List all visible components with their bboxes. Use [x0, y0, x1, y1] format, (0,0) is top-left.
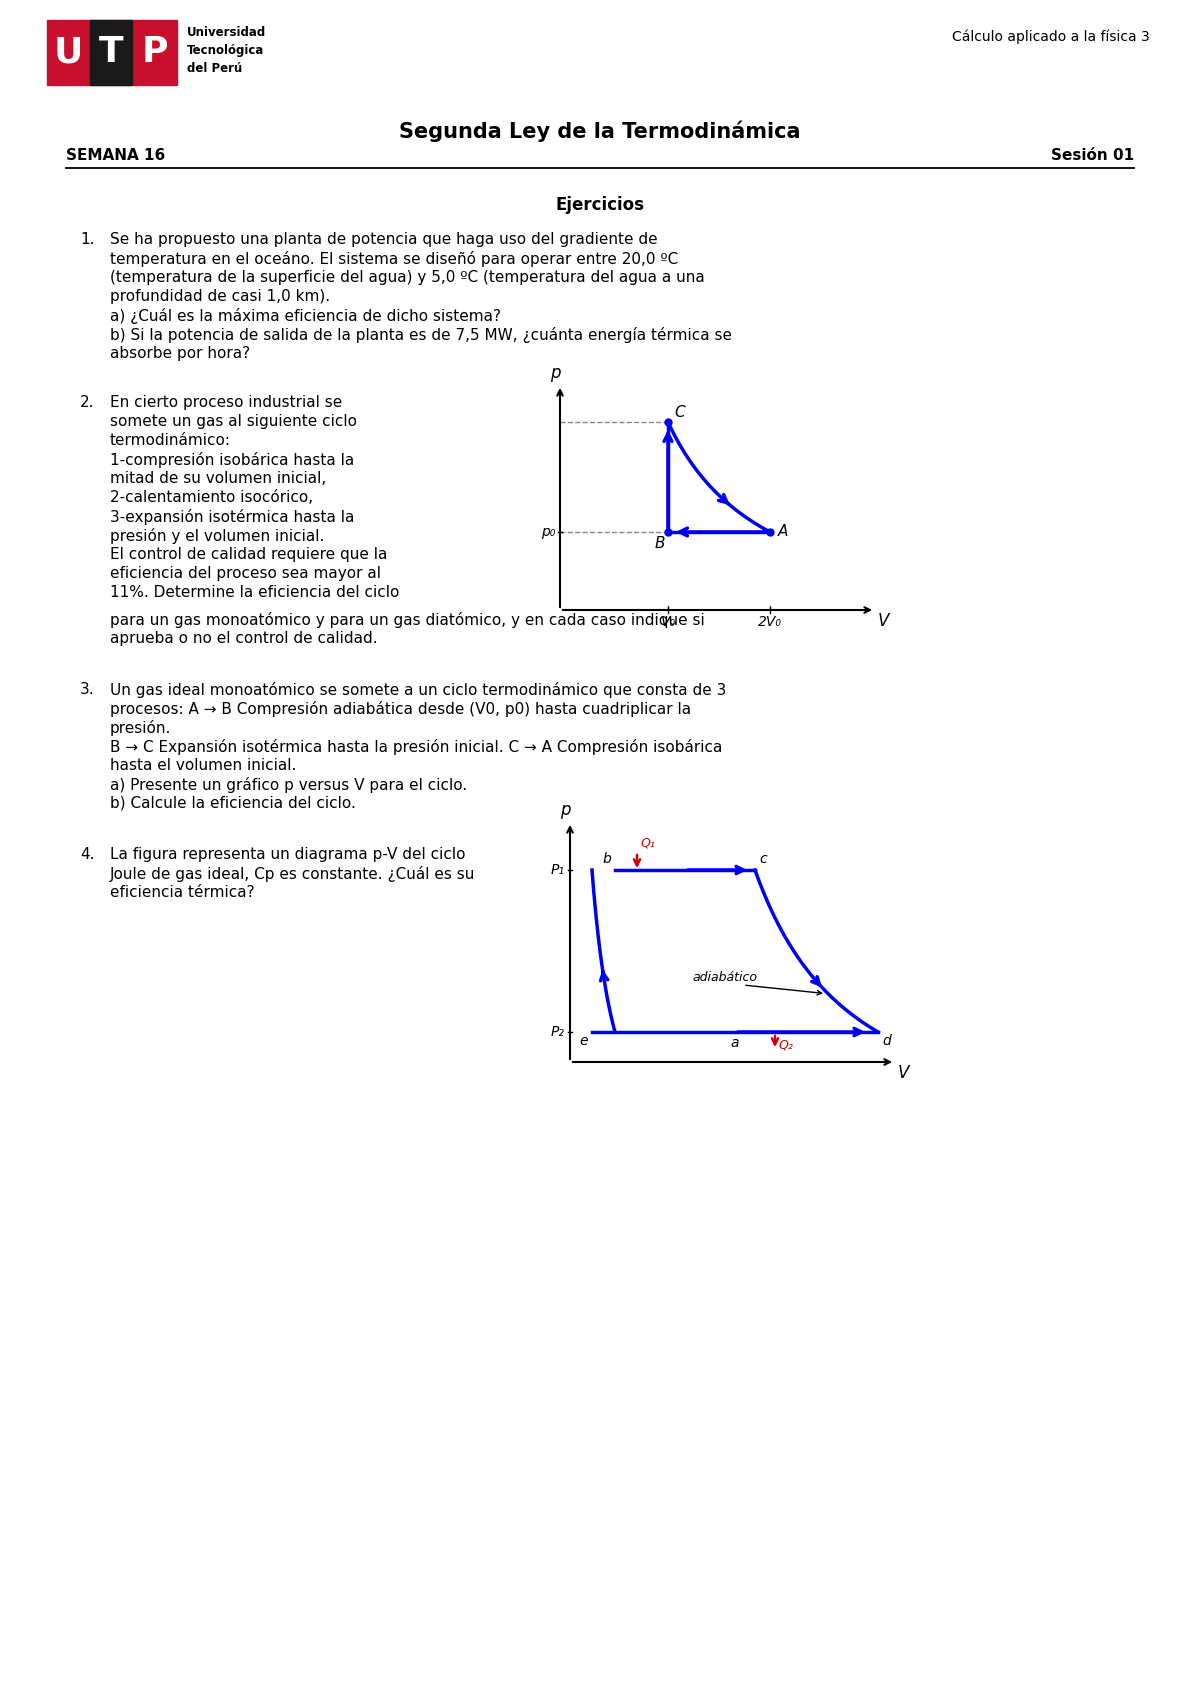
Text: V: V — [898, 1064, 910, 1083]
Text: El control de calidad requiere que la: El control de calidad requiere que la — [110, 546, 388, 562]
Text: T: T — [98, 36, 124, 70]
Text: para un gas monoatómico y para un gas diatómico, y en cada caso indique si: para un gas monoatómico y para un gas di… — [110, 613, 704, 628]
Text: Un gas ideal monoatómico se somete a un ciclo termodinámico que consta de 3: Un gas ideal monoatómico se somete a un … — [110, 682, 726, 697]
Text: p: p — [550, 363, 560, 382]
Text: V₀: V₀ — [660, 614, 676, 630]
Text: Sesión 01: Sesión 01 — [1051, 148, 1134, 163]
Bar — [47, 20, 178, 85]
Text: Ejercicios: Ejercicios — [556, 195, 644, 214]
Text: termodinámico:: termodinámico: — [110, 433, 230, 448]
Text: A: A — [778, 524, 788, 540]
Text: absorbe por hora?: absorbe por hora? — [110, 346, 250, 361]
Text: Q₂: Q₂ — [778, 1039, 793, 1050]
Text: 2.: 2. — [80, 395, 95, 411]
Text: P₂: P₂ — [551, 1025, 565, 1039]
Text: eficiencia del proceso sea mayor al: eficiencia del proceso sea mayor al — [110, 567, 382, 580]
Text: Q₁: Q₁ — [640, 837, 655, 850]
Text: 2-calentamiento isocórico,: 2-calentamiento isocórico, — [110, 490, 313, 506]
Text: a) ¿Cuál es la máxima eficiencia de dicho sistema?: a) ¿Cuál es la máxima eficiencia de dich… — [110, 307, 502, 324]
Text: Segunda Ley de la Termodinámica: Segunda Ley de la Termodinámica — [400, 120, 800, 141]
Text: presión y el volumen inicial.: presión y el volumen inicial. — [110, 528, 324, 545]
Text: c: c — [760, 852, 767, 865]
Text: adiabático: adiabático — [692, 971, 757, 984]
Text: b) Si la potencia de salida de la planta es de 7,5 MW, ¿cuánta energía térmica s: b) Si la potencia de salida de la planta… — [110, 328, 732, 343]
Text: U: U — [53, 36, 83, 70]
Text: d: d — [882, 1033, 890, 1049]
Text: e: e — [580, 1033, 588, 1049]
Text: Joule de gas ideal, Cp es constante. ¿Cuál es su: Joule de gas ideal, Cp es constante. ¿Cu… — [110, 865, 475, 882]
Text: del Perú: del Perú — [187, 63, 242, 75]
Text: 3.: 3. — [80, 682, 95, 697]
Text: Se ha propuesto una planta de potencia que haga uso del gradiente de: Se ha propuesto una planta de potencia q… — [110, 232, 658, 248]
Text: procesos: A → B Compresión adiabática desde (V0, p0) hasta cuadriplicar la: procesos: A → B Compresión adiabática de… — [110, 701, 691, 718]
Text: C: C — [674, 406, 685, 419]
Text: SEMANA 16: SEMANA 16 — [66, 148, 166, 163]
Text: temperatura en el oceáno. El sistema se diseñó para operar entre 20,0 ºC: temperatura en el oceáno. El sistema se … — [110, 251, 678, 266]
Text: profundidad de casi 1,0 km).: profundidad de casi 1,0 km). — [110, 288, 330, 304]
Text: mitad de su volumen inicial,: mitad de su volumen inicial, — [110, 472, 326, 485]
Text: Universidad: Universidad — [187, 25, 266, 39]
Text: aprueba o no el control de calidad.: aprueba o no el control de calidad. — [110, 631, 378, 647]
Text: Tecnológica: Tecnológica — [187, 44, 264, 58]
Bar — [90, 20, 132, 85]
Text: eficiencia térmica?: eficiencia térmica? — [110, 886, 254, 899]
Text: 3-expansión isotérmica hasta la: 3-expansión isotérmica hasta la — [110, 509, 354, 524]
Text: b: b — [602, 852, 611, 865]
Text: (temperatura de la superficie del agua) y 5,0 ºC (temperatura del agua a una: (temperatura de la superficie del agua) … — [110, 270, 704, 285]
Text: hasta el volumen inicial.: hasta el volumen inicial. — [110, 759, 296, 774]
Text: B → C Expansión isotérmica hasta la presión inicial. C → A Compresión isobárica: B → C Expansión isotérmica hasta la pres… — [110, 738, 722, 755]
Text: a: a — [731, 1035, 739, 1050]
Text: 2V₀: 2V₀ — [758, 614, 782, 630]
Text: p: p — [559, 801, 570, 820]
Text: a) Presente un gráfico p versus V para el ciclo.: a) Presente un gráfico p versus V para e… — [110, 777, 467, 792]
Text: 11%. Determine la eficiencia del ciclo: 11%. Determine la eficiencia del ciclo — [110, 585, 400, 601]
Text: En cierto proceso industrial se: En cierto proceso industrial se — [110, 395, 342, 411]
Text: Cálculo aplicado a la física 3: Cálculo aplicado a la física 3 — [953, 31, 1150, 44]
Text: 1-compresión isobárica hasta la: 1-compresión isobárica hasta la — [110, 451, 354, 468]
Text: P: P — [142, 36, 168, 70]
Text: La figura representa un diagrama p-V del ciclo: La figura representa un diagrama p-V del… — [110, 847, 466, 862]
Text: presión.: presión. — [110, 720, 172, 736]
Text: P₁: P₁ — [551, 864, 565, 877]
Text: B: B — [654, 536, 665, 552]
Text: 1.: 1. — [80, 232, 95, 248]
Text: b) Calcule la eficiencia del ciclo.: b) Calcule la eficiencia del ciclo. — [110, 796, 356, 811]
Text: 4.: 4. — [80, 847, 95, 862]
Text: p₀: p₀ — [541, 524, 554, 540]
Text: somete un gas al siguiente ciclo: somete un gas al siguiente ciclo — [110, 414, 358, 429]
Text: V: V — [878, 613, 889, 630]
